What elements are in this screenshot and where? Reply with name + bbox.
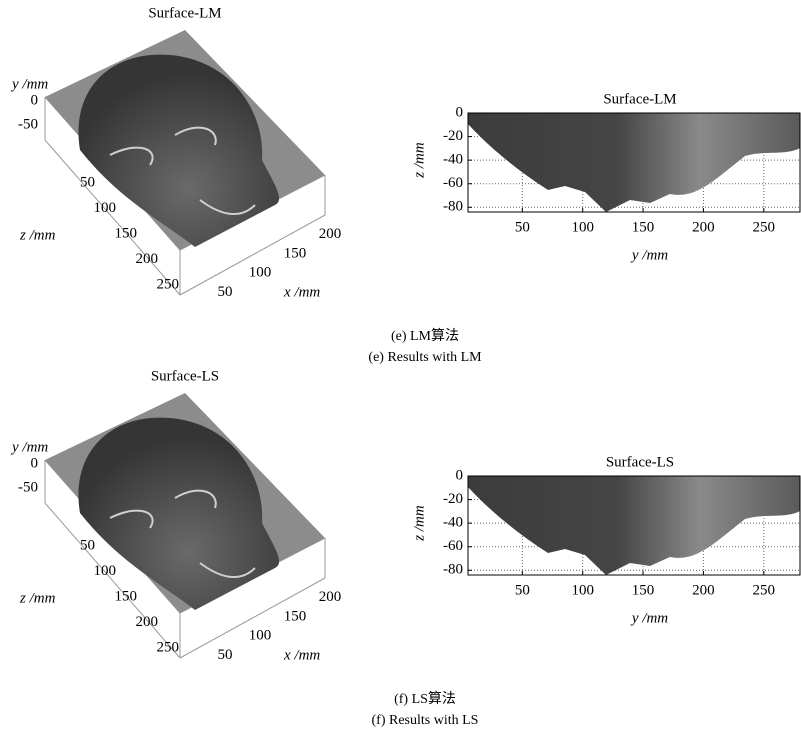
panel-title: Surface-LS: [151, 368, 219, 384]
surface-side: [468, 476, 800, 575]
x-tick-label: 250: [753, 582, 776, 598]
x-tick-label: 200: [692, 219, 715, 235]
x-tick-label: 100: [249, 628, 272, 644]
caption-en: (e) Results with LM: [368, 350, 482, 365]
z-tick-label: 100: [94, 563, 117, 579]
y-tick-label: -20: [443, 128, 463, 144]
x-axis-label: x /mm: [283, 647, 320, 663]
surface-head: [78, 418, 279, 610]
panel-title: Surface-LM: [148, 5, 221, 21]
y-tick-label: 0: [31, 455, 39, 471]
y-tick-label: -80: [443, 562, 463, 578]
y-axis-label: y /mm: [10, 439, 48, 455]
z-axis-label: z /mm: [19, 590, 56, 606]
z-tick-label: 100: [94, 200, 117, 216]
x-tick-label: 100: [571, 219, 594, 235]
caption-cn: (e) LM算法: [391, 328, 459, 344]
x-tick-label: 150: [632, 219, 655, 235]
figure: Surface-LMy /mm0-50z /mm50100150200250x …: [0, 0, 801, 736]
x-tick-label: 150: [632, 582, 655, 598]
y-tick-label: -50: [18, 116, 38, 132]
x-axis-label: y /mm: [630, 247, 668, 263]
z-tick-label: 150: [115, 588, 138, 604]
y-tick-label: -80: [443, 199, 463, 215]
y-tick-label: -40: [443, 515, 463, 531]
z-tick-label: 50: [80, 537, 95, 553]
panel-title: Surface-LS: [606, 454, 674, 470]
y-tick-label: 0: [31, 92, 39, 108]
x-tick-label: 50: [515, 219, 530, 235]
y-tick-label: -20: [443, 491, 463, 507]
z-tick-label: 250: [157, 639, 180, 655]
z-tick-label: 50: [80, 174, 95, 190]
caption-cn: (f) LS算法: [394, 691, 456, 707]
surface-side: [468, 113, 800, 212]
y-tick-label: 0: [456, 104, 464, 120]
x-tick-label: 50: [218, 647, 233, 663]
z-axis-label: z /mm: [19, 227, 56, 243]
y-tick-label: -60: [443, 538, 463, 554]
x-tick-label: 150: [284, 245, 307, 261]
y-axis-label: z /mm: [411, 505, 427, 542]
x-tick-label: 100: [249, 265, 272, 281]
x-tick-label: 150: [284, 608, 307, 624]
y-axis-label: y /mm: [10, 76, 48, 92]
y-tick-label: -40: [443, 152, 463, 168]
surface-head: [78, 55, 279, 247]
z-tick-label: 150: [115, 225, 138, 241]
y-tick-label: -50: [18, 479, 38, 495]
z-tick-label: 200: [136, 251, 159, 267]
caption-en: (f) Results with LS: [372, 713, 479, 728]
x-tick-label: 200: [692, 582, 715, 598]
y-tick-label: 0: [456, 467, 464, 483]
x-axis-label: y /mm: [630, 610, 668, 626]
x-tick-label: 250: [753, 219, 776, 235]
x-tick-label: 200: [319, 226, 342, 242]
y-tick-label: -60: [443, 175, 463, 191]
z-tick-label: 200: [136, 614, 159, 630]
x-tick-label: 100: [571, 582, 594, 598]
x-tick-label: 200: [319, 589, 342, 605]
panel-title: Surface-LM: [603, 91, 676, 107]
y-axis-label: z /mm: [411, 142, 427, 179]
x-tick-label: 50: [218, 284, 233, 300]
x-tick-label: 50: [515, 582, 530, 598]
z-tick-label: 250: [157, 276, 180, 292]
x-axis-label: x /mm: [283, 284, 320, 300]
